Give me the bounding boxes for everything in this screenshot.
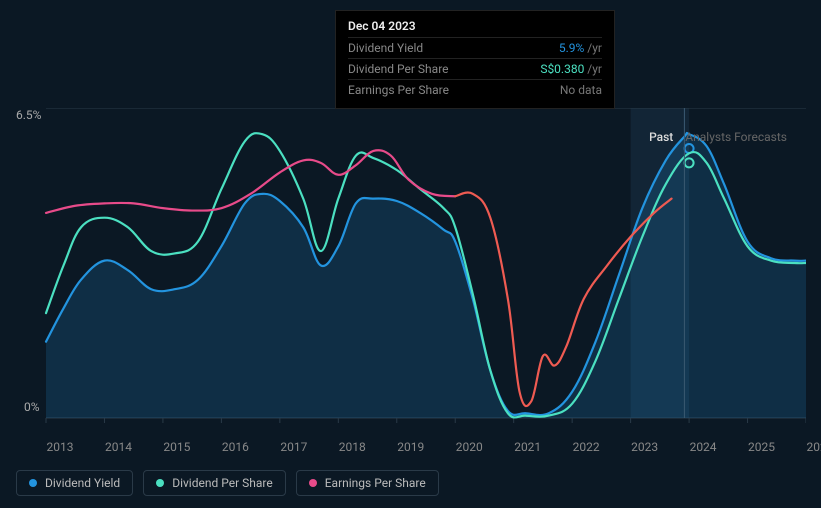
tooltip-row: Earnings Per Share No data [348, 79, 602, 100]
chart-tooltip: Dec 04 2023 Dividend Yield5.9% /yrDivide… [335, 10, 615, 109]
x-tick-label: 2021 [514, 440, 541, 454]
tooltip-row: Dividend Yield 5.9% /yr [348, 37, 602, 58]
tooltip-row-label: Dividend Yield [348, 41, 423, 55]
tooltip-row-label: Dividend Per Share [348, 62, 449, 76]
x-tick-label: 2020 [456, 440, 483, 454]
x-tick-label: 2017 [280, 440, 307, 454]
legend-label: Earnings Per Share [325, 476, 426, 490]
x-tick-label: 2018 [339, 440, 366, 454]
legend-item[interactable]: Dividend Yield [16, 470, 133, 496]
x-tick-label: 2016 [222, 440, 249, 454]
x-tick-label: 2015 [163, 440, 190, 454]
chart-area[interactable] [16, 108, 806, 448]
legend-item[interactable]: Earnings Per Share [296, 470, 439, 496]
x-tick-label: 2023 [631, 440, 658, 454]
legend-item[interactable]: Dividend Per Share [143, 470, 286, 496]
chart-svg [16, 108, 806, 448]
legend-dot-icon [29, 479, 37, 487]
tooltip-date: Dec 04 2023 [348, 19, 602, 33]
legend-label: Dividend Yield [45, 476, 120, 490]
x-tick-label: 2019 [397, 440, 424, 454]
x-tick-label: 2014 [105, 440, 132, 454]
tooltip-row-value: S$0.380 /yr [540, 62, 602, 76]
tooltip-row-label: Earnings Per Share [348, 83, 449, 97]
tooltip-row-value: No data [560, 83, 602, 97]
past-label: Past [649, 130, 673, 144]
tooltip-row: Dividend Per Share S$0.380 /yr [348, 58, 602, 79]
legend-dot-icon [309, 479, 317, 487]
legend-dot-icon [156, 479, 164, 487]
tooltip-row-value: 5.9% /yr [559, 41, 602, 55]
chart-legend: Dividend Yield Dividend Per Share Earnings… [16, 470, 439, 496]
section-labels: Past Analysts Forecasts [649, 130, 787, 144]
x-tick-label: 2024 [690, 440, 717, 454]
legend-label: Dividend Per Share [172, 476, 273, 490]
x-tick-label: 2026 [807, 440, 821, 454]
tooltip-rows: Dividend Yield 5.9% /yr Dividend Per Share… [348, 37, 602, 100]
x-tick-label: 2022 [573, 440, 600, 454]
x-tick-label: 2025 [748, 440, 775, 454]
x-tick-label: 2013 [47, 440, 74, 454]
forecast-label: Analysts Forecasts [685, 130, 787, 144]
